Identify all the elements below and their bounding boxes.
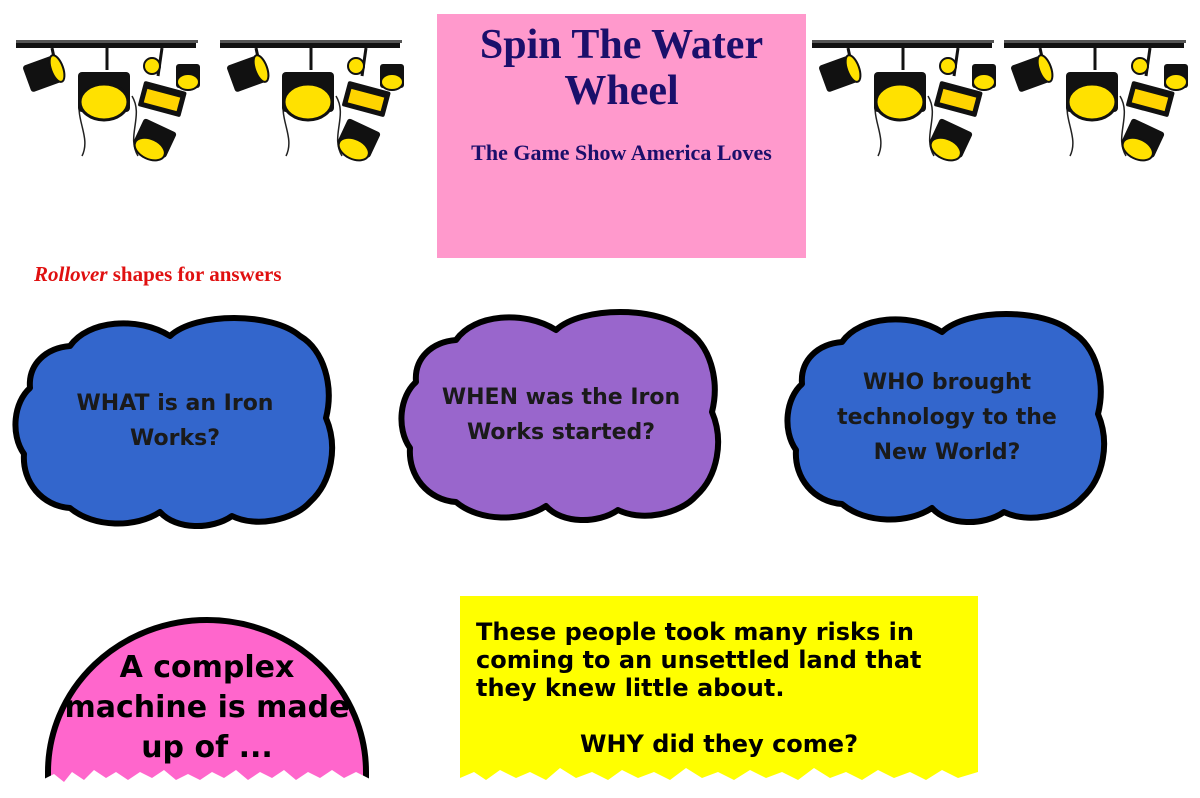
instruction-text: Rollover shapes for answers: [34, 262, 282, 287]
stage-lights-icon: [812, 40, 996, 162]
question-cloud-who[interactable]: WHO brought technology to the New World?: [782, 302, 1112, 532]
title-banner: Spin The Water Wheel The Game Show Ameri…: [437, 14, 806, 258]
cloud-shape: [12, 315, 335, 529]
semicircle-text: A complex machine is made up of ...: [64, 650, 350, 765]
answer-note[interactable]: These people took many risks in coming t…: [460, 596, 978, 798]
question-cloud-what[interactable]: WHAT is an Iron Works?: [10, 306, 340, 536]
question-text: WHO brought technology to the New World?: [837, 369, 1057, 465]
cloud-shape: [784, 311, 1107, 525]
page-title: Spin The Water Wheel: [479, 22, 764, 114]
note-text: These people took many risks in coming t…: [476, 618, 922, 702]
semicircle-shape: [42, 617, 372, 798]
page-subtitle: The Game Show America Loves: [471, 140, 772, 165]
question-text: WHAT is an Iron Works?: [76, 391, 274, 451]
stage-lights-icon: [220, 40, 404, 162]
question-text: WHEN was the Iron Works started?: [441, 385, 681, 445]
cloud-shape: [398, 309, 721, 523]
stage-lights-icon: [1004, 40, 1188, 162]
instruction-emphasis: Rollover: [34, 262, 108, 286]
note-question: WHY did they come?: [580, 730, 858, 758]
question-cloud-when[interactable]: WHEN was the Iron Works started?: [396, 300, 726, 530]
stage-lights-icon: [16, 40, 200, 162]
note-shape: [460, 596, 978, 798]
instruction-rest: shapes for answers: [107, 262, 282, 286]
answer-semicircle[interactable]: A complex machine is made up of ...: [42, 612, 372, 798]
